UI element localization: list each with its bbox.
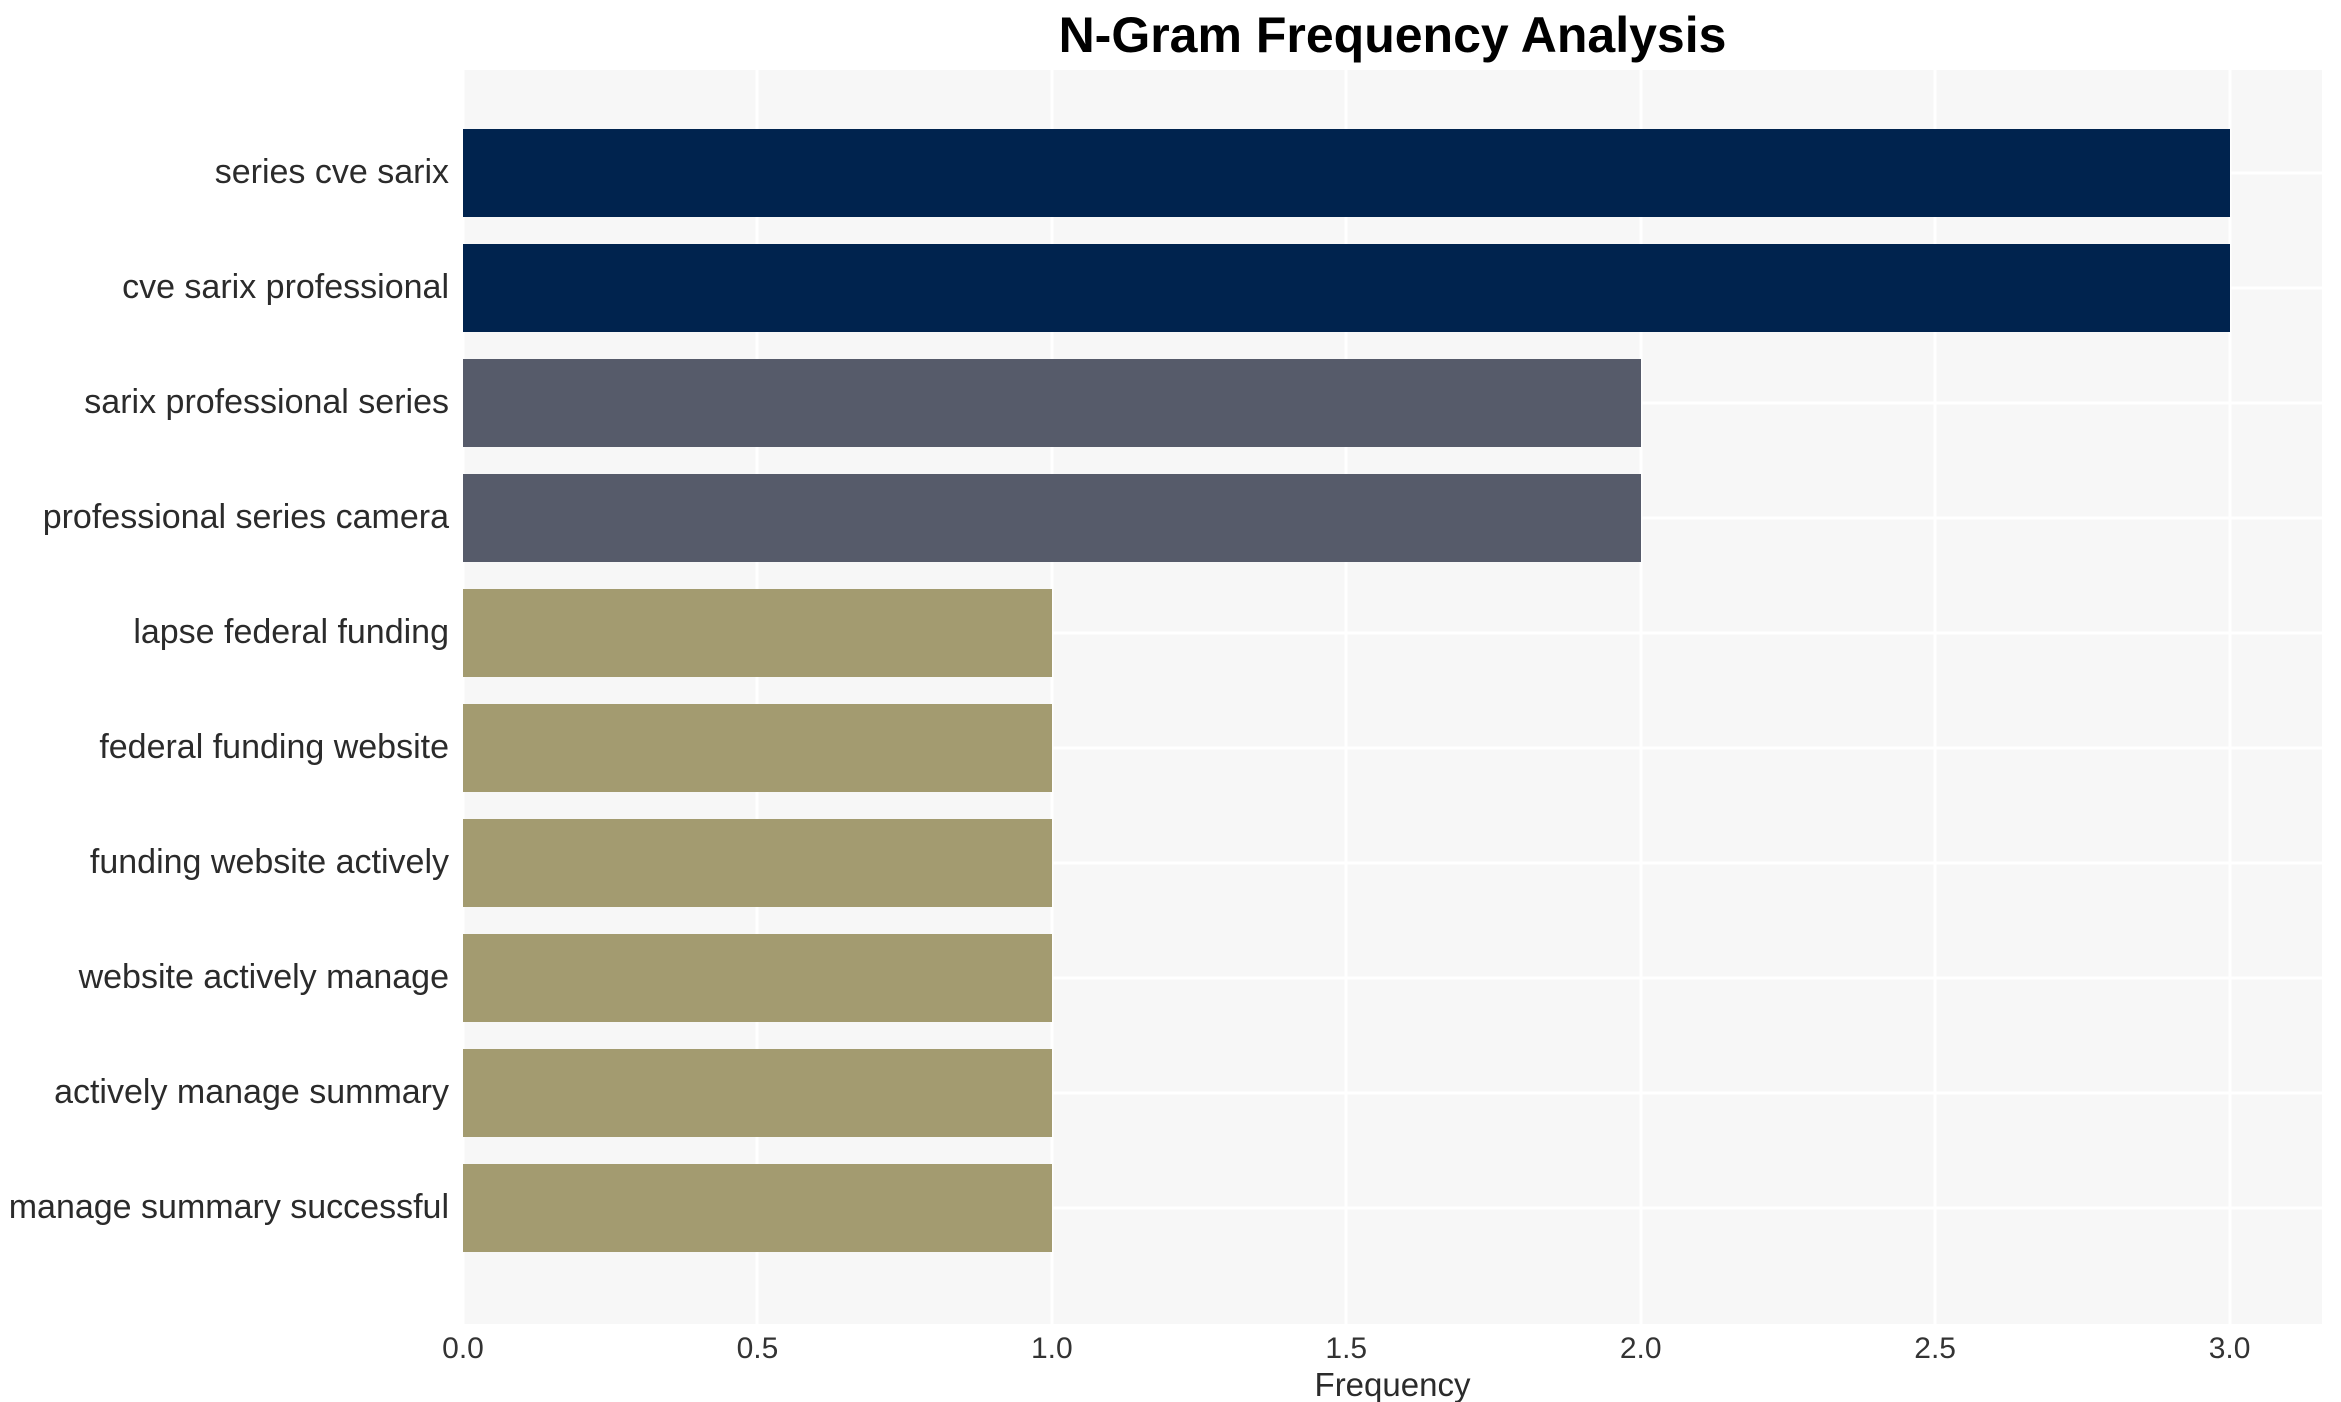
bar-track: [463, 690, 2322, 805]
bar-row: funding website actively: [0, 805, 2341, 920]
chart-title: N-Gram Frequency Analysis: [1058, 7, 1727, 63]
bar-row: professional series camera: [0, 460, 2341, 575]
bar-track: [463, 230, 2322, 345]
x-axis: 0.0 0.5 1.0 1.5 2.0 2.5 3.0: [442, 1324, 2322, 1368]
bar-track: [463, 115, 2322, 230]
bar-rows: series cve sarix cve sarix professional …: [0, 70, 2341, 1324]
x-axis-tick-label: 0.5: [736, 1332, 779, 1365]
bar-track: [463, 1035, 2322, 1150]
bar-row: actively manage summary: [0, 1035, 2341, 1150]
horizontal-gridline: [463, 631, 2322, 634]
bar-track: [463, 920, 2322, 1035]
y-axis-label: manage summary successful: [8, 1188, 449, 1226]
frequency-bar[interactable]: [463, 128, 2230, 217]
horizontal-gridline: [463, 746, 2322, 749]
x-axis-tick-label: 2.5: [1914, 1332, 1956, 1365]
x-axis-tick-label: 1.0: [1030, 1332, 1073, 1365]
x-axis-tick-label: 3.0: [2208, 1332, 2251, 1365]
frequency-bar[interactable]: [463, 588, 1052, 677]
y-axis-label: series cve sarix: [214, 153, 449, 191]
bar-track: [463, 460, 2322, 575]
bar-track: [463, 1150, 2322, 1265]
chart-body: series cve sarix cve sarix professional …: [0, 70, 2341, 1324]
bar-row: cve sarix professional: [0, 230, 2341, 345]
bar-row: federal funding website: [0, 690, 2341, 805]
frequency-bar[interactable]: [463, 473, 1641, 562]
vertical-gridline: [1933, 70, 1937, 1324]
y-axis-label: cve sarix professional: [122, 268, 449, 306]
frequency-bar[interactable]: [463, 358, 1641, 447]
vertical-gridline: [463, 70, 465, 1324]
bar-row: lapse federal funding: [0, 575, 2341, 690]
frequency-bar[interactable]: [463, 1163, 1052, 1252]
bar-row: sarix professional series: [0, 345, 2341, 460]
horizontal-gridline: [463, 861, 2322, 864]
vertical-gridline: [1344, 70, 1348, 1324]
horizontal-gridline: [463, 976, 2322, 979]
y-axis-label: actively manage summary: [54, 1073, 449, 1111]
frequency-bar[interactable]: [463, 703, 1052, 792]
x-axis-tick-label: 2.0: [1619, 1332, 1662, 1365]
frequency-bar[interactable]: [463, 243, 2230, 332]
x-axis-tick-label: 0.0: [442, 1332, 484, 1365]
bar-track: [463, 805, 2322, 920]
y-axis-label: sarix professional series: [84, 383, 449, 421]
x-axis-tick-label: 1.5: [1325, 1332, 1368, 1365]
vertical-gridline: [755, 70, 759, 1324]
x-axis-title: Frequency: [1314, 1366, 1471, 1402]
y-axis-label: professional series camera: [42, 498, 449, 536]
y-axis-label: lapse federal funding: [133, 613, 449, 651]
vertical-gridline: [1639, 70, 1643, 1324]
y-axis-label: federal funding website: [99, 728, 449, 766]
bar-track: [463, 345, 2322, 460]
horizontal-gridline: [463, 1206, 2322, 1209]
frequency-bar[interactable]: [463, 933, 1052, 1022]
frequency-bar[interactable]: [463, 1048, 1052, 1137]
bar-track: [463, 575, 2322, 690]
y-axis-label: funding website actively: [89, 843, 449, 881]
vertical-gridline: [2228, 70, 2232, 1324]
vertical-gridline: [1050, 70, 1054, 1324]
bar-row: series cve sarix: [0, 115, 2341, 230]
bar-row: manage summary successful: [0, 1150, 2341, 1265]
horizontal-gridline: [463, 1091, 2322, 1094]
y-axis-label: website actively manage: [78, 958, 449, 996]
frequency-bar[interactable]: [463, 818, 1052, 907]
bar-row: website actively manage: [0, 920, 2341, 1035]
